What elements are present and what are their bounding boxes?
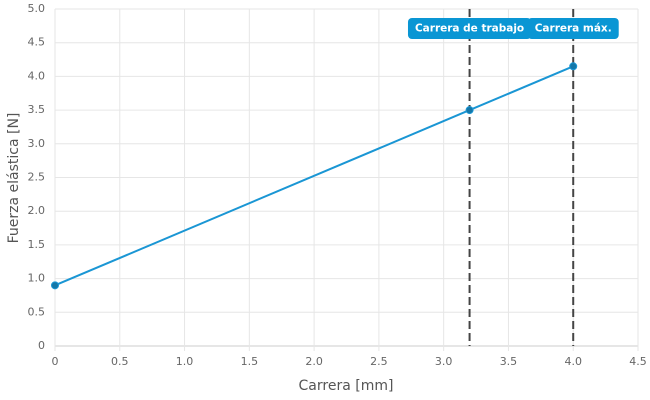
y-tick-label: 2.0 xyxy=(28,204,46,217)
annotation-box xyxy=(407,18,532,39)
y-tick-label: 3.0 xyxy=(28,137,46,150)
y-tick-label: 2.5 xyxy=(28,171,46,184)
x-tick-label: 1.5 xyxy=(241,355,259,368)
y-tick-label: 1.5 xyxy=(28,238,46,251)
x-tick-label: 4.0 xyxy=(564,355,582,368)
x-tick-label: 1.0 xyxy=(176,355,194,368)
y-axis-title: Fuerza elástica [N] xyxy=(6,113,22,244)
x-axis-title: Carrera [mm] xyxy=(299,378,394,394)
y-tick-label: 0.5 xyxy=(28,305,46,318)
y-tick-label: 4.5 xyxy=(28,36,46,49)
y-tick-label: 1.0 xyxy=(28,272,46,285)
point xyxy=(51,281,59,290)
y-tick-label: 0 xyxy=(38,339,45,352)
x-tick-label: 0.5 xyxy=(111,355,129,368)
point xyxy=(569,62,578,71)
x-tick-label: 3.0 xyxy=(435,355,453,368)
x-tick-label: 2.5 xyxy=(370,355,388,368)
x-tick-label: 2.0 xyxy=(305,355,323,368)
annotation-label: Carrera máx. xyxy=(535,23,612,35)
annotation-box xyxy=(527,18,619,39)
y-tick-label: 5.0 xyxy=(28,2,46,15)
x-tick-label: 3.5 xyxy=(500,355,518,368)
x-tick-label: 4.5 xyxy=(629,355,647,368)
y-tick-label: 3.5 xyxy=(28,103,46,116)
point xyxy=(465,106,474,115)
y-tick-label: 4.0 xyxy=(28,69,46,82)
x-tick-label: 0 xyxy=(52,355,59,368)
annotation-label: Carrera de trabajo xyxy=(415,23,524,35)
